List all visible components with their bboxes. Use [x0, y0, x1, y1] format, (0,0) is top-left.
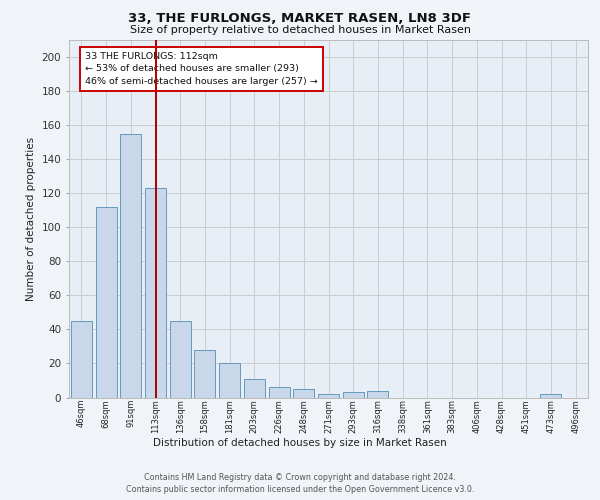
Bar — [244, 379, 265, 398]
Text: 33 THE FURLONGS: 112sqm
← 53% of detached houses are smaller (293)
46% of semi-d: 33 THE FURLONGS: 112sqm ← 53% of detache… — [85, 52, 318, 86]
Text: Size of property relative to detached houses in Market Rasen: Size of property relative to detached ho… — [130, 25, 470, 35]
Text: Contains HM Land Registry data © Crown copyright and database right 2024.
Contai: Contains HM Land Registry data © Crown c… — [126, 472, 474, 494]
Bar — [95, 207, 116, 398]
Text: Distribution of detached houses by size in Market Rasen: Distribution of detached houses by size … — [153, 438, 447, 448]
Bar — [318, 394, 339, 398]
Bar — [194, 350, 215, 398]
Bar — [170, 321, 191, 398]
Bar — [269, 388, 290, 398]
Bar — [367, 390, 388, 398]
Bar — [71, 321, 92, 398]
Y-axis label: Number of detached properties: Number of detached properties — [26, 136, 36, 301]
Bar — [293, 389, 314, 398]
Bar — [343, 392, 364, 398]
Text: 33, THE FURLONGS, MARKET RASEN, LN8 3DF: 33, THE FURLONGS, MARKET RASEN, LN8 3DF — [128, 12, 472, 26]
Bar — [145, 188, 166, 398]
Bar — [541, 394, 562, 398]
Bar — [120, 134, 141, 398]
Bar — [219, 364, 240, 398]
